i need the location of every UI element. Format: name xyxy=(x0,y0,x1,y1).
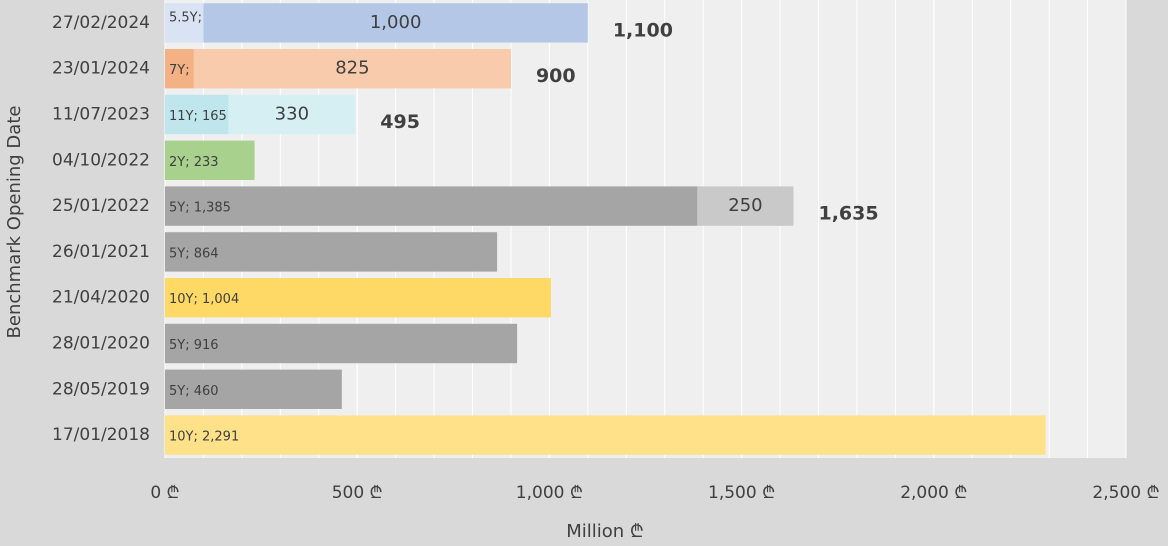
bar-segment xyxy=(165,94,229,135)
data-label: 5Y; 1,385 xyxy=(169,201,231,216)
bar-segment xyxy=(165,49,194,89)
bar-segment xyxy=(697,186,794,226)
bar-segment xyxy=(165,323,518,364)
y-tick-label: 28/05/2019 xyxy=(52,379,150,399)
bar-segment xyxy=(203,3,588,43)
bar-segment xyxy=(165,415,1046,455)
total-label: 495 xyxy=(380,111,420,133)
y-tick-label: 25/01/2022 xyxy=(52,196,150,216)
x-tick-label: 500 ₾ xyxy=(332,483,383,503)
y-tick-label: 17/01/2018 xyxy=(52,425,150,445)
x-tick-label: 2,500 ₾ xyxy=(1092,483,1159,503)
data-label: 5Y; 460 xyxy=(169,384,219,399)
total-label: 900 xyxy=(536,65,576,87)
bar-segment xyxy=(165,278,551,318)
data-label: 1,000 xyxy=(370,12,422,33)
bar-segment xyxy=(228,94,356,135)
y-axis-label: Benchmark Opening Date xyxy=(4,106,25,339)
bar-segment xyxy=(165,232,498,272)
x-axis-label: Million ₾ xyxy=(566,521,644,542)
data-label: 330 xyxy=(275,104,309,125)
data-label: 250 xyxy=(728,195,762,216)
data-label: 5Y; 864 xyxy=(169,246,219,261)
x-tick-label: 2,000 ₾ xyxy=(900,483,967,503)
y-tick-label: 11/07/2023 xyxy=(52,105,150,125)
data-label: 5Y; 916 xyxy=(169,338,219,353)
data-label: 10Y; 1,004 xyxy=(169,292,239,307)
y-tick-label: 23/01/2024 xyxy=(52,59,150,79)
y-tick-label: 26/01/2021 xyxy=(52,242,150,262)
y-tick-label: 27/02/2024 xyxy=(52,13,150,33)
y-tick-label: 28/01/2020 xyxy=(52,334,150,354)
data-label: 2Y; 233 xyxy=(169,155,219,170)
bar-segment xyxy=(193,49,511,89)
data-label: 11Y; 165 xyxy=(169,109,227,124)
y-tick-label: 21/04/2020 xyxy=(52,288,150,308)
bar-segment xyxy=(165,140,255,180)
total-label: 1,100 xyxy=(613,19,673,41)
x-tick-label: 1,500 ₾ xyxy=(708,483,775,503)
bar-segment xyxy=(165,186,698,226)
x-tick-label: 0 ₾ xyxy=(150,483,179,503)
data-label: 825 xyxy=(335,58,369,79)
bar-segment xyxy=(165,369,342,409)
total-label: 1,635 xyxy=(818,203,878,225)
x-tick-label: 1,000 ₾ xyxy=(516,483,583,503)
y-tick-label: 04/10/2022 xyxy=(52,150,150,170)
bar-segment xyxy=(165,3,204,43)
data-label: 10Y; 2,291 xyxy=(169,430,239,445)
